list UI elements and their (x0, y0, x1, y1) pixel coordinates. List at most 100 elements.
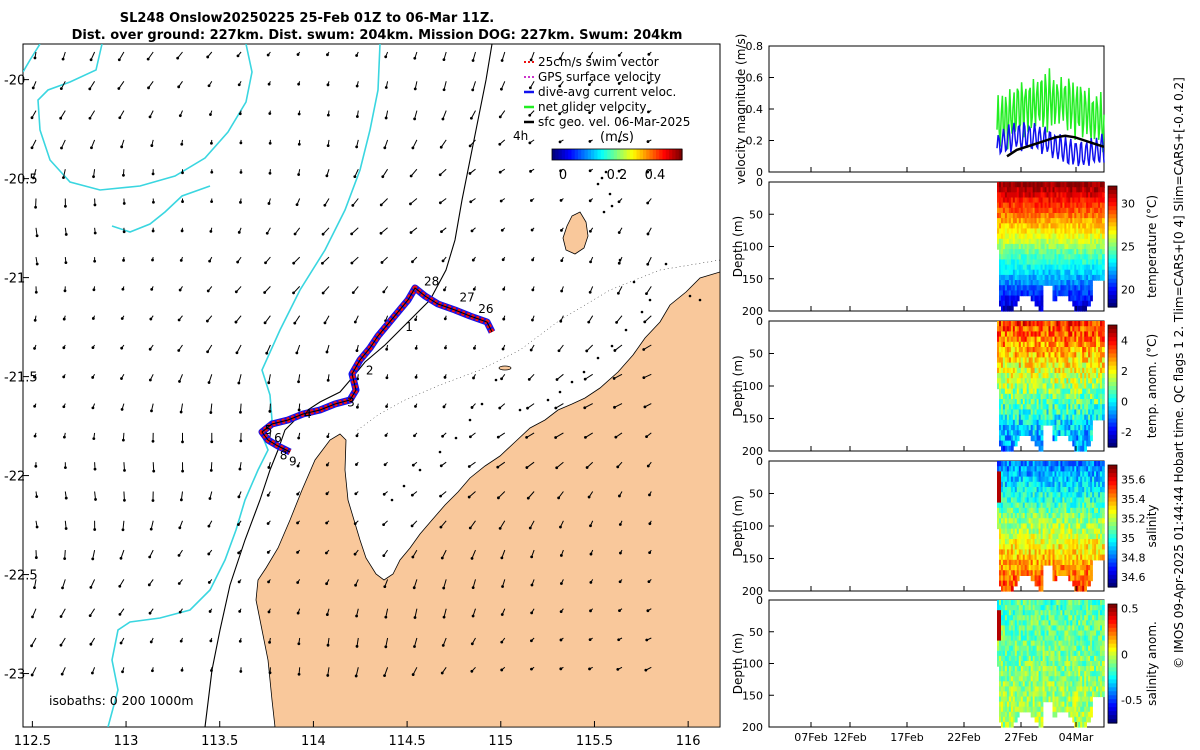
islet (604, 170, 608, 174)
heatmap-cell (1088, 399, 1091, 405)
heatmap-cell (1090, 213, 1093, 219)
heatmap-cell (1082, 213, 1085, 219)
heatmap-cell (1080, 249, 1083, 255)
heatmap-cell (1026, 533, 1030, 540)
heatmap-cell (1076, 533, 1080, 540)
heatmap-cell (1038, 615, 1042, 621)
heatmap-cell (1040, 295, 1044, 302)
heatmap-cell (1056, 197, 1060, 204)
heatmap-cell (999, 681, 1002, 687)
heatmap-cell (1064, 404, 1068, 410)
heatmap-cell (1020, 645, 1024, 652)
heatmap-cell (1042, 481, 1046, 488)
heatmap-cell (1024, 259, 1028, 266)
heatmap-cell (1004, 295, 1008, 302)
heatmap-cell (1034, 523, 1038, 530)
heatmap-cell (1012, 223, 1016, 230)
heatmap-cell (1070, 476, 1074, 483)
heatmap-cell (1026, 640, 1030, 647)
heatmap-cell (1001, 523, 1004, 530)
heatmap-cell (1008, 347, 1012, 353)
heatmap-cell (1026, 202, 1030, 209)
heatmap-cell (1044, 264, 1048, 271)
velocity-arrow (526, 403, 535, 410)
heatmap-cell (1032, 476, 1036, 483)
velocity-arrow (584, 432, 593, 439)
heatmap-cell (1002, 404, 1006, 410)
velocity-arrow (30, 637, 37, 648)
heatmap-cell (1040, 223, 1044, 230)
colorbar-tick-label: 0 (559, 168, 567, 183)
heatmap-cell (1008, 269, 1012, 276)
heatmap-cell (1048, 513, 1052, 519)
heatmap-cell (1022, 640, 1026, 647)
velocity-arrow (239, 139, 243, 145)
heatmap-cell (1038, 630, 1042, 637)
colorbar-segment (649, 149, 654, 160)
heatmap-cell (1030, 264, 1034, 271)
heatmap-cell (1036, 440, 1040, 447)
heatmap-cell (1046, 264, 1050, 271)
heatmap-cell (1090, 471, 1093, 478)
heatmap-cell (1080, 378, 1083, 384)
heatmap-cell (1068, 357, 1072, 364)
heatmap-cell (1056, 243, 1060, 250)
heatmap-cell (1058, 565, 1062, 571)
heatmap-cell (1012, 701, 1016, 708)
heatmap-cell (1034, 605, 1038, 611)
heatmap-cell (1056, 533, 1060, 540)
heatmap-cell (1084, 383, 1087, 390)
heatmap-cell (1001, 243, 1004, 250)
heatmap-cell (1034, 336, 1038, 343)
heatmap-cell (1014, 620, 1018, 626)
heatmap-cell (1074, 378, 1078, 384)
heatmap-cell (1050, 419, 1054, 426)
heatmap-cell (1074, 228, 1078, 235)
heatmap-cell (1008, 254, 1012, 260)
heatmap-cell (1012, 254, 1016, 260)
heatmap-cell (1044, 249, 1048, 255)
heatmap-cell (1024, 213, 1028, 219)
heatmap-cell (1036, 290, 1040, 297)
heatmap-cell (1010, 378, 1014, 384)
velocity-arrow (117, 81, 125, 90)
heatmap-cell (1030, 295, 1034, 302)
heatmap-cell (1072, 419, 1076, 426)
heatmap-cell (1046, 352, 1050, 358)
velocity-arrow (355, 608, 359, 618)
heatmap-cell (1082, 264, 1085, 271)
heatmap-cell (1038, 264, 1042, 271)
heatmap-cell (1062, 269, 1066, 276)
heatmap-cell (1098, 352, 1101, 358)
heatmap-cell (1006, 635, 1010, 642)
heatmap-cell (1026, 518, 1030, 524)
heatmap-cell (1102, 544, 1105, 550)
heatmap-cell (1034, 373, 1038, 379)
heatmap-cell (1048, 202, 1052, 209)
velocity-arrow (443, 286, 447, 292)
heatmap-cell (1076, 347, 1080, 353)
heatmap-cell (1096, 383, 1099, 390)
heatmap-cell (1006, 249, 1010, 255)
heatmap-cell (1060, 228, 1064, 235)
heatmap-cell (1068, 497, 1072, 504)
heatmap-cell (1024, 600, 1028, 606)
heatmap-cell (1082, 347, 1085, 353)
heatmap-cell (1066, 347, 1070, 353)
velocity-arrow (60, 139, 66, 150)
velocity-arrow (210, 432, 214, 444)
heatmap-cell (1006, 347, 1010, 353)
heatmap-cell (1036, 716, 1040, 723)
heatmap-cell (1028, 223, 1032, 230)
heatmap-cell (1042, 507, 1046, 514)
heatmap-cell (1076, 274, 1080, 281)
heatmap-cell (1098, 507, 1101, 514)
heatmap-cell (1058, 321, 1062, 327)
heatmap-cell (1078, 285, 1081, 291)
heatmap-cell (1062, 357, 1066, 364)
heatmap-cell (1074, 192, 1078, 199)
heatmap-cell (1044, 471, 1048, 478)
heatmap-cell (1080, 269, 1083, 276)
heatmap-cell (1062, 507, 1066, 514)
heatmap-cell (1090, 357, 1093, 364)
